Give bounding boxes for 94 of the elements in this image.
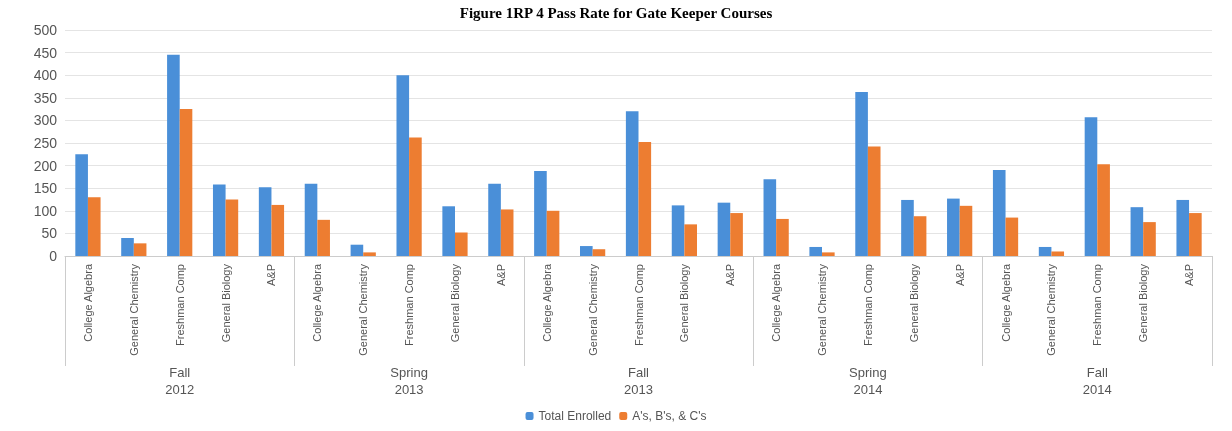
bar — [1143, 222, 1156, 256]
text: Spring 2014 — [849, 365, 887, 397]
bar — [580, 246, 593, 256]
x-tick-label: General Biology — [678, 263, 691, 343]
x-tick-label: General Chemistry — [127, 263, 140, 356]
x-tick-label: General Biology — [448, 263, 461, 343]
bar — [304, 183, 318, 256]
bar — [167, 54, 180, 256]
x-tick-label: A&P — [724, 264, 737, 287]
x-tick-label: General Chemistry — [1045, 263, 1058, 356]
x-tick-label: General Biology — [1137, 263, 1150, 343]
x-tick-label: A&P — [265, 264, 278, 287]
bar — [75, 154, 88, 256]
legend-label: A's, B's, & C's — [632, 409, 707, 423]
bar — [87, 197, 101, 256]
x-tick-label: Freshman Comp — [173, 264, 186, 346]
bar — [592, 249, 606, 256]
bar — [133, 243, 147, 256]
text: Fall 2012 — [165, 365, 195, 397]
x-tick-label: A&P — [953, 264, 966, 287]
bar — [671, 205, 685, 256]
y-tick-label: 450 — [33, 44, 58, 61]
bar — [638, 142, 652, 256]
bar — [763, 179, 777, 256]
bar — [730, 213, 743, 256]
bar — [121, 237, 134, 256]
bar — [363, 252, 376, 256]
bar — [225, 199, 239, 256]
bar — [1005, 217, 1019, 256]
y-tick-label: 100 — [33, 202, 58, 219]
y-tick-label: 200 — [33, 157, 58, 174]
x-tick-label: General Chemistry — [816, 263, 829, 356]
legend-label: Total Enrolled — [538, 409, 612, 423]
x-tick-label: A&P — [494, 264, 507, 287]
bar — [350, 244, 364, 256]
bar — [396, 75, 410, 256]
bar — [901, 199, 914, 256]
bar — [947, 198, 960, 256]
bar — [855, 91, 868, 256]
x-tick-label: College Algebra — [540, 263, 553, 342]
bar — [992, 170, 1006, 256]
y-tick-label: 150 — [33, 180, 58, 197]
bar — [258, 187, 272, 256]
bar — [1097, 164, 1110, 256]
bar — [179, 109, 193, 256]
text: Spring 2013 — [390, 365, 428, 397]
bar — [317, 219, 330, 256]
bar — [271, 204, 285, 256]
bar — [212, 184, 226, 256]
bar — [625, 111, 639, 256]
y-tick-label: 50 — [41, 225, 58, 242]
bar — [717, 202, 731, 256]
x-tick-label: General Biology — [907, 263, 920, 343]
x-tick-label: College Algebra — [311, 263, 324, 342]
x-tick-label: General Chemistry — [357, 263, 370, 356]
y-tick-label: 300 — [33, 112, 58, 129]
y-tick-label: 400 — [33, 67, 58, 84]
bar — [776, 218, 789, 256]
x-tick-label: College Algebra — [770, 263, 783, 342]
y-tick-label: 350 — [33, 89, 58, 106]
bar — [867, 146, 881, 256]
bar — [546, 210, 560, 256]
x-tick-label: College Algebra — [81, 263, 94, 342]
bar — [454, 232, 468, 256]
x-tick-label: Freshman Comp — [861, 264, 874, 346]
bar — [809, 246, 823, 256]
x-tick-label: Freshman Comp — [1091, 264, 1104, 346]
bar — [1038, 246, 1052, 256]
bar — [822, 252, 835, 256]
bar — [959, 205, 973, 256]
bar — [442, 206, 455, 256]
bar — [1084, 117, 1098, 256]
text: Fall 2014 — [1082, 365, 1112, 397]
bar — [534, 171, 547, 256]
y-tick-label: 250 — [33, 135, 58, 151]
bar — [488, 183, 501, 256]
x-tick-label: Freshman Comp — [403, 264, 416, 346]
bar — [1176, 199, 1190, 256]
text: Fall 2013 — [624, 365, 653, 397]
x-tick-label: General Biology — [219, 263, 232, 343]
x-tick-label: A&P — [1183, 264, 1196, 287]
bar — [913, 216, 927, 256]
bar — [1130, 207, 1144, 256]
bar — [684, 224, 697, 256]
x-tick-label: College Algebra — [999, 263, 1012, 342]
x-tick-label: Freshman Comp — [632, 264, 645, 346]
y-tick-label: 0 — [49, 248, 58, 264]
bar — [500, 209, 514, 256]
bar — [1051, 251, 1065, 256]
x-tick-label: General Chemistry — [586, 263, 599, 356]
chart-title: Figure 1RP 4 Pass Rate for Gate Keeper Courses — [459, 4, 773, 21]
y-tick-label: 500 — [33, 22, 58, 38]
bar — [409, 137, 422, 256]
bar — [1189, 213, 1202, 256]
